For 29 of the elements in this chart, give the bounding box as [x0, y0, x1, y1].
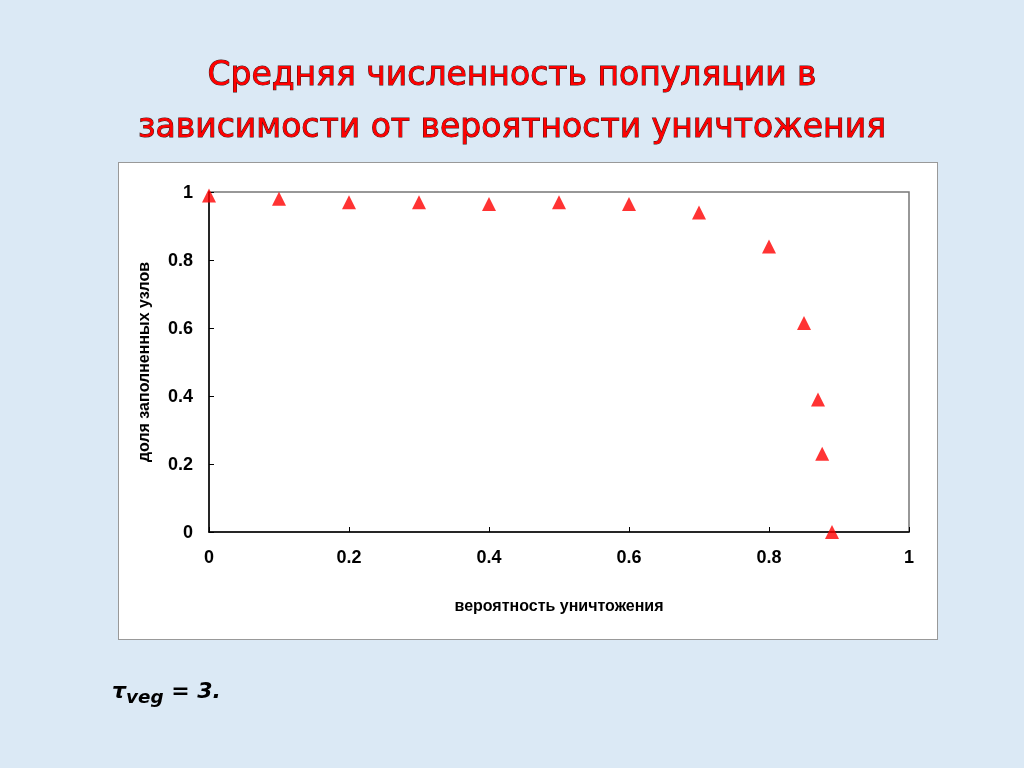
x-tick-label: 0.2	[336, 547, 362, 567]
y-tick-label: 1	[182, 182, 193, 202]
y-tick-label: 0	[182, 522, 193, 542]
text: τ$_{veg}$ = 3.	[112, 678, 221, 708]
y-tick-label: 0.8	[167, 250, 193, 270]
y-axis-title: доля заполненных узлов	[134, 261, 152, 463]
point	[552, 195, 566, 210]
x-tick-label: 1	[903, 547, 915, 567]
point	[692, 205, 706, 220]
point	[342, 195, 356, 210]
chart-title: Средняя численность популяции в зависимости от вероятности уничтожения	[138, 53, 886, 145]
y-tick-label: 0.4	[167, 386, 193, 406]
y-tick-label: 0.2	[167, 454, 193, 474]
x-axis-title: вероятность уничтожения	[454, 596, 664, 614]
point	[202, 188, 216, 203]
point	[412, 195, 426, 210]
point	[797, 315, 811, 330]
point	[622, 196, 636, 211]
point	[811, 392, 825, 407]
point	[482, 196, 496, 211]
x-tick-label: 0.8	[756, 547, 782, 567]
point	[825, 525, 839, 539]
point	[272, 191, 286, 206]
x-tick-label: 0.4	[476, 547, 502, 567]
point	[762, 239, 776, 254]
point	[815, 446, 830, 461]
y-tick-label: 0.6	[167, 318, 193, 338]
x-tick-label: 0	[203, 547, 215, 567]
x-tick-label: 0.6	[616, 547, 642, 567]
